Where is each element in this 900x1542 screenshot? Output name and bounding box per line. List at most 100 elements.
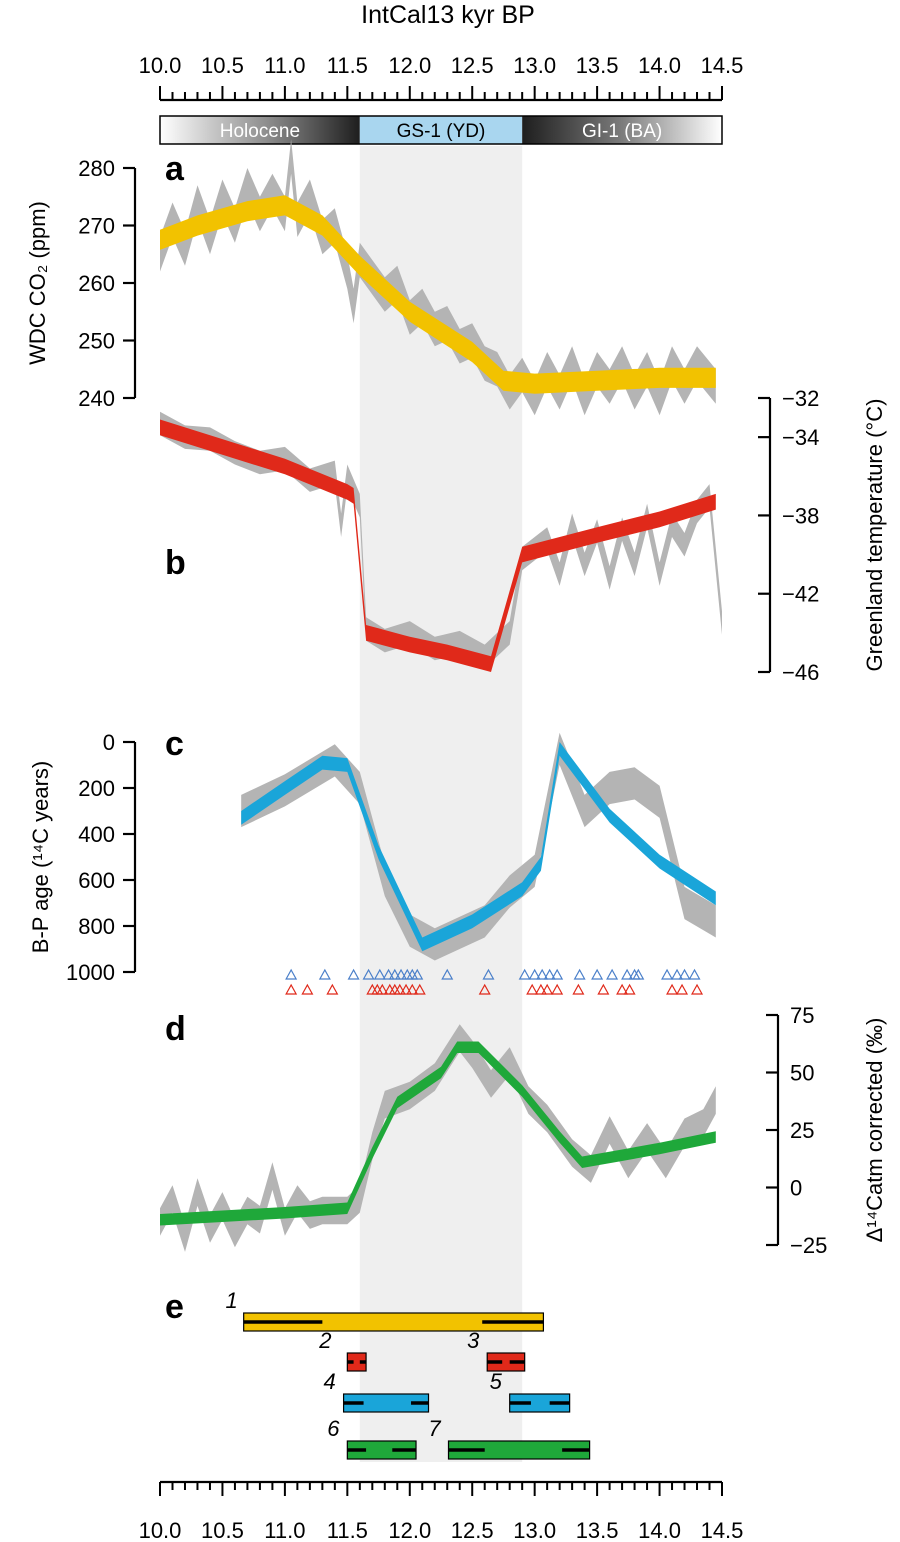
sample-triangle-blue bbox=[621, 968, 634, 980]
bottom-x-tick-label: 14.5 bbox=[701, 1518, 744, 1542]
range-number-6: 6 bbox=[327, 1416, 340, 1441]
sample-triangle-red bbox=[572, 983, 585, 995]
y-tick-label-c: 600 bbox=[78, 868, 115, 893]
top-x-tick-label: 14.0 bbox=[638, 53, 681, 78]
zone-2 bbox=[522, 116, 722, 144]
y-tick-label-a: 270 bbox=[78, 214, 115, 239]
series-band-c bbox=[241, 742, 716, 952]
sample-triangle-blue bbox=[395, 968, 408, 980]
sample-triangle-blue bbox=[543, 968, 556, 980]
sample-triangle-blue bbox=[347, 968, 360, 980]
sample-triangle-red bbox=[616, 983, 629, 995]
zone-label-0: Holocene bbox=[220, 121, 300, 142]
bottom-x-tick-label: 14.0 bbox=[638, 1518, 681, 1542]
y-tick-label-d: −25 bbox=[790, 1233, 827, 1258]
sample-triangle-red bbox=[376, 983, 389, 995]
sample-triangle-blue bbox=[528, 968, 541, 980]
sample-triangle-blue bbox=[573, 968, 586, 980]
gray-envelope-d bbox=[160, 1024, 716, 1252]
sample-triangle-red bbox=[597, 983, 610, 995]
sample-triangle-blue bbox=[536, 968, 549, 980]
bottom-x-tick-label: 11.0 bbox=[264, 1518, 305, 1542]
sample-triangle-blue bbox=[373, 968, 386, 980]
y-tick-label-d: 0 bbox=[790, 1176, 802, 1201]
panel-d: 75 50 25 0 −25 Δ¹⁴Catm corrected (‰) d bbox=[160, 1003, 887, 1258]
sample-triangle-red bbox=[676, 983, 689, 995]
y-tick-label-d: 50 bbox=[790, 1061, 814, 1086]
series-band-b bbox=[160, 419, 716, 672]
y-axis-label-a: WDC CO₂ (ppm) bbox=[25, 201, 50, 365]
sample-triangle-red bbox=[623, 983, 636, 995]
bottom-x-tick-label: 13.0 bbox=[513, 1518, 556, 1542]
top-x-tick-label: 14.5 bbox=[701, 53, 744, 78]
y-tick-label-c: 1000 bbox=[66, 960, 115, 985]
bottom-x-tick-label: 13.5 bbox=[576, 1518, 619, 1542]
sample-triangle-blue bbox=[285, 968, 298, 980]
y-tick-label-a: 260 bbox=[78, 271, 115, 296]
sample-triangle-blue bbox=[382, 968, 395, 980]
sample-triangle-red bbox=[551, 983, 564, 995]
bottom-x-tick-label: 10.5 bbox=[201, 1518, 244, 1542]
panel-label-e: e bbox=[165, 1288, 184, 1326]
range-number-1: 1 bbox=[226, 1288, 238, 1313]
series-band-d bbox=[160, 1041, 716, 1226]
top-x-tick-label: 11.0 bbox=[264, 53, 305, 78]
sample-triangle-blue bbox=[362, 968, 375, 980]
top-x-tick-label: 13.5 bbox=[576, 53, 619, 78]
zone-label-1: GS-1 (YD) bbox=[397, 121, 486, 142]
y-tick-label-c: 400 bbox=[78, 822, 115, 847]
sample-triangle-red bbox=[526, 983, 539, 995]
sample-triangle-blue bbox=[606, 968, 619, 980]
panel-label-b: b bbox=[165, 544, 186, 582]
panel-label-c: c bbox=[165, 725, 184, 763]
top-x-tick-label: 13.0 bbox=[513, 53, 556, 78]
sample-triangle-blue bbox=[632, 968, 645, 980]
y-tick-label-d: 75 bbox=[790, 1003, 814, 1028]
sample-triangle-blue bbox=[591, 968, 604, 980]
range-number-4: 4 bbox=[323, 1369, 335, 1394]
bottom-x-axis: 10.0 10.5 11.0 11.5 12.0 12.5 13.0 13.5 14.0 14.5 bbox=[139, 1480, 744, 1542]
zone-label-2: GI-1 (BA) bbox=[582, 121, 662, 142]
sample-triangle-blue bbox=[388, 968, 401, 980]
top-x-tick-label: 11.5 bbox=[327, 53, 368, 78]
top-x-tick-label: 12.0 bbox=[388, 53, 431, 78]
y-tick-label-c: 800 bbox=[78, 914, 115, 939]
sample-triangle-red bbox=[691, 983, 704, 995]
y-tick-label-d: 25 bbox=[790, 1118, 814, 1143]
sample-triangle-red bbox=[534, 983, 547, 995]
sample-triangle-blue bbox=[688, 968, 701, 980]
y-tick-label-a: 240 bbox=[78, 386, 115, 411]
y-tick-label-b: −32 bbox=[782, 386, 819, 411]
gray-envelope-c bbox=[241, 732, 716, 961]
sample-triangle-blue bbox=[518, 968, 531, 980]
y-tick-label-a: 250 bbox=[78, 329, 115, 354]
bottom-x-tick-label: 12.5 bbox=[451, 1518, 494, 1542]
sample-triangle-red bbox=[400, 983, 413, 995]
bottom-x-tick-label: 10.0 bbox=[139, 1518, 182, 1542]
panel-c: 0 200 400 600 800 1000 B-P age (¹⁴C years) c bbox=[28, 725, 716, 995]
y-axis-label-b: Greenland temperature (°C) bbox=[862, 399, 887, 672]
top-x-tick-label: 10.0 bbox=[139, 53, 182, 78]
figure-title: IntCal13 kyr BP bbox=[361, 1, 535, 29]
top-x-tick-label: 10.5 bbox=[201, 53, 244, 78]
sample-triangle-red bbox=[406, 983, 419, 995]
panel-b: −32 −34 −38 −42 −46 Greenland temperature (°C… bbox=[160, 386, 887, 685]
sample-triangle-blue bbox=[411, 968, 424, 980]
range-number-7: 7 bbox=[428, 1416, 441, 1441]
range-number-3: 3 bbox=[467, 1328, 480, 1353]
sample-triangle-blue bbox=[482, 968, 495, 980]
panel-e-ranges: e 1 2 3 4 5 6 7 bbox=[165, 1288, 591, 1460]
range-number-2: 2 bbox=[318, 1328, 331, 1353]
y-axis-label-c: B-P age (¹⁴C years) bbox=[28, 761, 53, 953]
panel-label-a: a bbox=[165, 150, 185, 188]
sample-triangle-blue bbox=[678, 968, 691, 980]
zone-1 bbox=[359, 116, 523, 144]
sample-triangle-blue bbox=[318, 968, 331, 980]
y-tick-label-b: −38 bbox=[782, 503, 819, 528]
sample-triangle-red bbox=[413, 983, 426, 995]
sample-triangle-red bbox=[326, 983, 339, 995]
sample-triangle-red bbox=[541, 983, 554, 995]
panel-a: 240 250 260 270 280 WDC CO₂ (ppm) a bbox=[25, 139, 716, 416]
